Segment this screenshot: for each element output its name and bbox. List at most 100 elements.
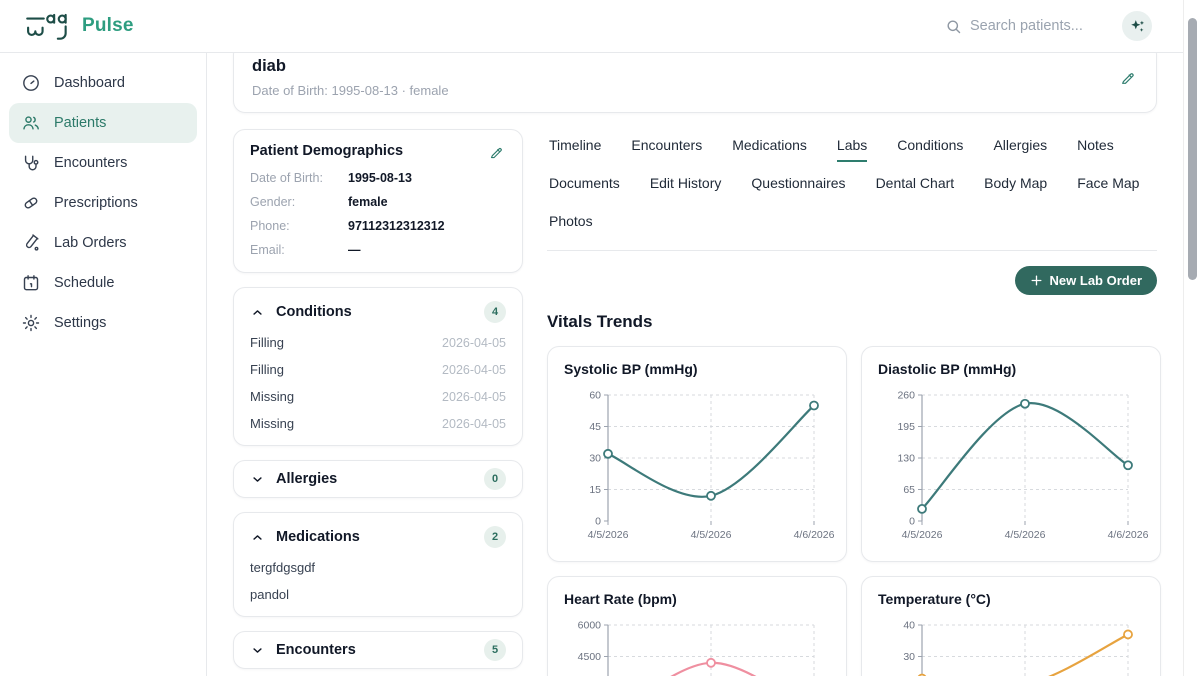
panel-item-row: Missing2026-04-05 (250, 389, 506, 404)
sidebar-item-label: Prescriptions (54, 195, 138, 211)
tab-conditions[interactable]: Conditions (897, 137, 963, 162)
data-point-marker (918, 505, 926, 513)
svg-text:30: 30 (589, 453, 601, 465)
line-chart: 0153045604/5/20264/5/20264/6/2026 (564, 387, 830, 547)
item-name: Filling (250, 362, 284, 377)
search-input[interactable] (970, 18, 1108, 34)
topbar-right (945, 11, 1176, 41)
svg-text:65: 65 (903, 484, 915, 496)
brand-name: Pulse (82, 15, 134, 37)
sidebar: Dashboard Patients Encounters Prescriptions… (0, 53, 207, 676)
vitals-chart-card: Diastolic BP (mmHg)0651301952604/5/20264… (861, 346, 1161, 562)
tab-body-map[interactable]: Body Map (984, 175, 1047, 200)
svg-text:40: 40 (903, 620, 915, 632)
patient-subtitle: Date of Birth: 1995-08-13 · female (252, 83, 449, 98)
sidebar-item-prescriptions[interactable]: Prescriptions (9, 183, 197, 223)
tab-allergies[interactable]: Allergies (993, 137, 1047, 162)
medications-panel: Medications2tergfdgsgdfpandol (233, 512, 523, 617)
panel-count-badge: 5 (484, 639, 506, 661)
field-value: 97112312312312 (348, 219, 445, 234)
data-point-marker (1124, 461, 1132, 469)
edit-patient-button[interactable] (1118, 68, 1138, 88)
conditions-panel: Conditions4 Filling 2026-04-05 Filling 2026-… (233, 287, 523, 446)
pencil-icon (1120, 70, 1136, 86)
gear-icon (21, 313, 41, 333)
patient-name: diab (252, 57, 449, 76)
tab-medications[interactable]: Medications (732, 137, 807, 162)
search-box[interactable] (945, 18, 1108, 35)
item-name: pandol (250, 587, 289, 602)
calendar-icon (21, 273, 41, 293)
panel-title: Encounters (276, 642, 356, 658)
chevron-up-icon[interactable] (250, 305, 265, 320)
sidebar-item-lab-orders[interactable]: Lab Orders (9, 223, 197, 263)
sidebar-item-label: Settings (54, 315, 106, 331)
item-date: 2026-04-05 (442, 417, 506, 431)
line-chart: 0651301952604/5/20264/5/20264/6/2026 (878, 387, 1144, 547)
chevron-down-icon[interactable] (250, 472, 265, 487)
sidebar-item-label: Patients (54, 115, 106, 131)
tab-face-map[interactable]: Face Map (1077, 175, 1139, 200)
edit-demographics-button[interactable] (487, 143, 506, 162)
allergies-panel: Allergies0 (233, 460, 523, 498)
vitals-charts-grid: Systolic BP (mmHg)0153045604/5/20264/5/2… (547, 346, 1157, 676)
item-date: 2026-04-05 (442, 336, 506, 350)
panel-item-row: pandol (250, 587, 506, 602)
svg-text:0: 0 (909, 516, 915, 528)
left-column: Patient Demographics Date of Birth:1995-… (233, 129, 523, 669)
tab-notes[interactable]: Notes (1077, 137, 1114, 162)
panel-header[interactable]: Conditions4 (250, 301, 506, 323)
panel-item-row: Filling 2026-04-05 (250, 362, 506, 377)
chevron-down-icon[interactable] (250, 643, 265, 658)
svg-text:15: 15 (589, 484, 601, 496)
gauge-icon (21, 73, 41, 93)
main-content: diab Date of Birth: 1995-08-13 · female … (207, 53, 1183, 676)
tab-dental-chart[interactable]: Dental Chart (876, 175, 955, 200)
demographics-row: Gender:female (250, 195, 506, 210)
plus-icon (1030, 274, 1043, 287)
scrollbar-thumb[interactable] (1188, 18, 1197, 280)
tab-timeline[interactable]: Timeline (549, 137, 601, 162)
panel-header[interactable]: Allergies0 (250, 468, 506, 490)
chart-title: Systolic BP (mmHg) (564, 361, 830, 377)
sidebar-item-dashboard[interactable]: Dashboard (9, 63, 197, 103)
new-lab-order-button[interactable]: New Lab Order (1015, 266, 1157, 295)
tab-questionnaires[interactable]: Questionnaires (751, 175, 845, 200)
data-point-marker (1021, 400, 1029, 408)
chart-title: Diastolic BP (mmHg) (878, 361, 1144, 377)
panel-header[interactable]: Medications2 (250, 526, 506, 548)
sidebar-item-schedule[interactable]: Schedule (9, 263, 197, 303)
demographics-title: Patient Demographics (250, 143, 403, 159)
sidebar-item-settings[interactable]: Settings (9, 303, 197, 343)
field-label: Email: (250, 243, 348, 258)
sidebar-item-patients[interactable]: Patients (9, 103, 197, 143)
item-name: Filling (250, 335, 284, 350)
panel-header[interactable]: Encounters 5 (250, 639, 506, 661)
tab-documents[interactable]: Documents (549, 175, 620, 200)
new-lab-order-label: New Lab Order (1050, 273, 1142, 288)
test-tube-icon (21, 233, 41, 253)
tab-edit-history[interactable]: Edit History (650, 175, 722, 200)
data-point-marker (707, 659, 715, 667)
encounters-panel: Encounters 5 (233, 631, 523, 669)
item-name: Missing (250, 389, 294, 404)
svg-text:4/6/2026: 4/6/2026 (1108, 529, 1149, 541)
sidebar-item-encounters[interactable]: Encounters (9, 143, 197, 183)
data-point-marker (1124, 630, 1132, 638)
line-chart: 0102030404/5/20264/5/20264/6/2026 (878, 617, 1144, 676)
tab-photos[interactable]: Photos (549, 213, 593, 238)
tab-labs[interactable]: Labs (837, 137, 867, 162)
item-date: 2026-04-05 (442, 363, 506, 377)
data-point-marker (604, 450, 612, 458)
sidebar-item-label: Lab Orders (54, 235, 127, 251)
ai-assistant-button[interactable] (1122, 11, 1152, 41)
sidebar-item-label: Schedule (54, 275, 114, 291)
panel-title: Allergies (276, 471, 337, 487)
sidebar-item-label: Encounters (54, 155, 127, 171)
stethoscope-icon (21, 153, 41, 173)
sparkles-icon (1129, 18, 1146, 35)
tab-encounters[interactable]: Encounters (631, 137, 702, 162)
chevron-up-icon[interactable] (250, 530, 265, 545)
vitals-chart-card: Temperature (°C)0102030404/5/20264/5/202… (861, 576, 1161, 676)
line-chart: 015003000450060004/5/20264/5/20264/6/202… (564, 617, 830, 676)
